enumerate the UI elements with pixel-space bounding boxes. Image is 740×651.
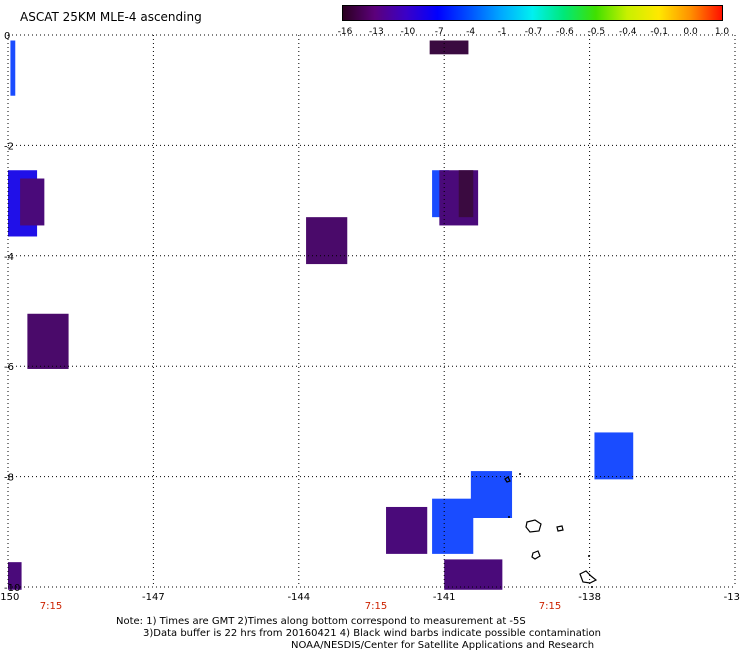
colorbar-label: 0.0	[683, 27, 698, 37]
colorbar-label: -1	[497, 27, 507, 37]
colorbar-label: -10	[400, 27, 416, 37]
island-outline	[531, 550, 541, 560]
island-outline	[579, 570, 598, 584]
wind-cell	[458, 170, 474, 218]
lon-tick-label: -141	[433, 592, 456, 603]
colorbar-label: -0.1	[650, 27, 668, 37]
lon-tick-label: -144	[287, 592, 310, 603]
lon-tick-label: -135	[724, 592, 740, 603]
time-label: 7:15	[40, 601, 62, 612]
island-dot	[588, 555, 590, 557]
island-dot	[519, 473, 521, 475]
time-label: 7:15	[539, 601, 561, 612]
lon-tick-label: -147	[142, 592, 165, 603]
lon-tick-label: -150	[0, 592, 19, 603]
map-title: ASCAT 25KM MLE-4 ascending	[20, 10, 202, 24]
wind-cell	[10, 40, 16, 96]
colorbar-label: -13	[369, 27, 384, 37]
wind-cell	[27, 313, 69, 369]
lat-tick-label: -4	[4, 252, 14, 263]
wind-cell	[429, 40, 469, 55]
colorbar	[342, 5, 723, 21]
wind-cell	[8, 562, 22, 590]
wind-cell	[432, 498, 474, 554]
island-dot	[508, 516, 510, 518]
lat-tick-label: 0	[4, 31, 10, 42]
wind-cell	[20, 178, 45, 226]
colorbar-label: -0.5	[587, 27, 606, 37]
island-dot	[591, 586, 593, 588]
colorbar-label: 1.0	[714, 27, 730, 37]
note-line-2: 3)Data buffer is 22 hrs from 20160421 4)…	[143, 628, 601, 639]
colorbar-label: -16	[337, 27, 353, 37]
wind-cell	[386, 506, 428, 554]
wind-cell	[594, 432, 634, 480]
island-outline	[556, 525, 564, 532]
colorbar-label: -7	[434, 27, 444, 37]
colorbar-label: -0.4	[618, 27, 637, 37]
colorbar-label: -0.6	[556, 27, 574, 37]
colorbar-label: -4	[466, 27, 476, 37]
lat-tick-label: -8	[4, 473, 14, 484]
wind-cell	[444, 559, 503, 590]
lat-tick-label: -10	[4, 583, 20, 594]
lon-tick-label: -138	[578, 592, 601, 603]
island-outline	[525, 519, 542, 533]
time-label: 7:15	[365, 601, 387, 612]
note-line-1: Note: 1) Times are GMT 2)Times along bot…	[116, 616, 526, 627]
wind-cell	[306, 217, 348, 265]
colorbar-label: -0.7	[524, 27, 543, 37]
lat-tick-label: -6	[4, 362, 14, 373]
note-line-3: NOAA/NESDIS/Center for Satellite Applica…	[291, 640, 595, 651]
lat-tick-label: -2	[4, 141, 14, 152]
island-outline	[504, 476, 511, 483]
